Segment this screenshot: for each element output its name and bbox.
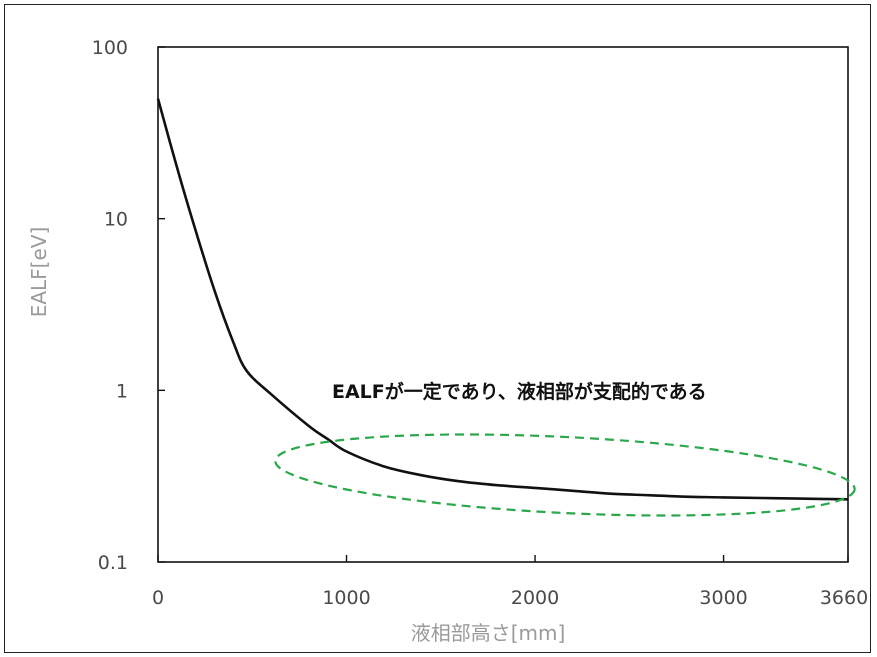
annotation-text: EALFが一定であり、液相部が支配的である: [332, 380, 707, 403]
series-line: [156, 98, 849, 501]
x-axis-title: 液相部高さ[mm]: [411, 621, 566, 645]
chart-frame: [4, 4, 871, 653]
x-tick-label: 0: [152, 587, 164, 609]
y-tick-label: 10: [104, 209, 128, 231]
x-tick-label: 2000: [511, 587, 559, 609]
annotation-ellipse: [274, 433, 856, 517]
x-tick-label: 3000: [699, 587, 747, 609]
x-tick-label: 1000: [322, 587, 370, 609]
y-axis-title: EALF[eV]: [27, 227, 51, 318]
y-tick-label: 1: [116, 380, 128, 402]
y-tick-label: 0.1: [98, 552, 128, 574]
x-tick-label: 3660: [820, 587, 868, 609]
y-tick-label: 100: [92, 37, 128, 59]
plot-area: [157, 46, 849, 563]
